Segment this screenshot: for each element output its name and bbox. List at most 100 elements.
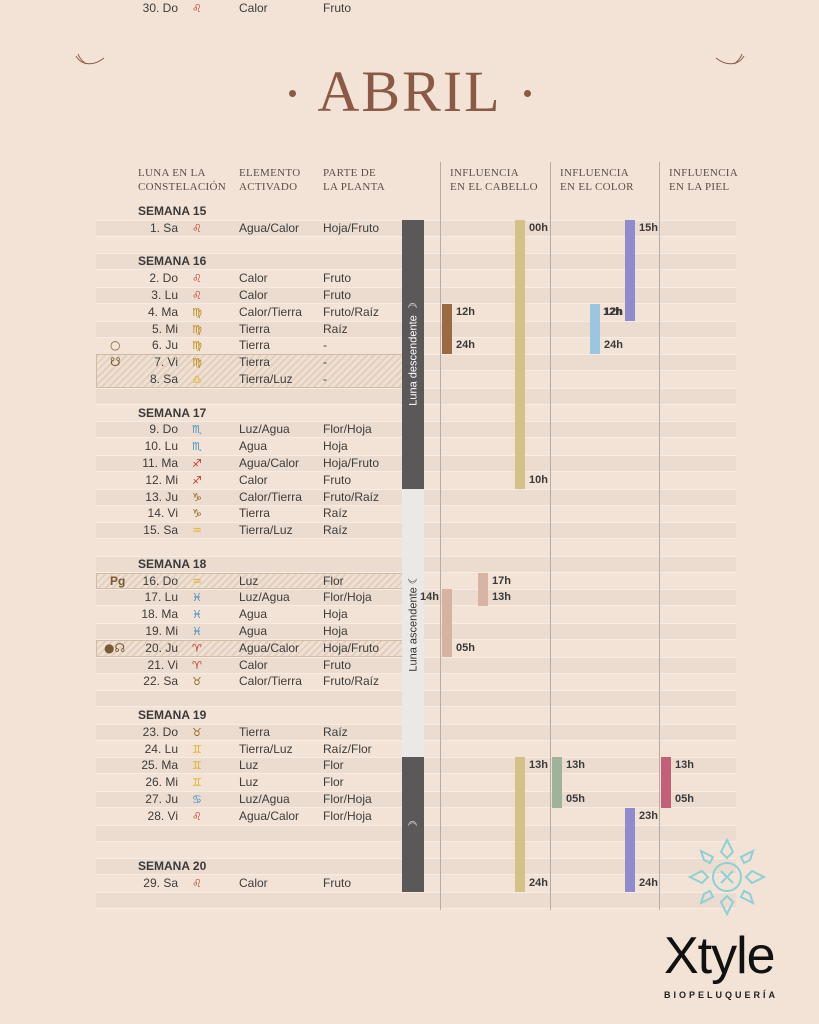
time-label-piel: 13h bbox=[675, 759, 694, 772]
plant-part-value: Fruto/Raíz bbox=[323, 674, 380, 689]
day-label: 7. Vi bbox=[154, 355, 178, 370]
day-label: 11. Ma bbox=[142, 456, 178, 470]
influence-bar-color bbox=[625, 807, 635, 892]
day-label: 26. Mi bbox=[145, 775, 178, 790]
week-label: SEMANA 19 bbox=[138, 708, 207, 722]
element-value: Tierra bbox=[239, 355, 270, 370]
day-label: 1. Sa bbox=[149, 220, 178, 235]
flourish-left-icon bbox=[75, 53, 105, 65]
element-value: Luz bbox=[239, 758, 259, 773]
plant-part-value: Flor/Hoja bbox=[323, 808, 372, 823]
header-elemento: Elemento activado bbox=[239, 167, 301, 193]
influence-bar-cabello bbox=[478, 572, 488, 607]
day-label: 29. Sa bbox=[143, 876, 178, 890]
zodiac-sign-icon: ♒ bbox=[192, 524, 202, 538]
influence-bar-color bbox=[625, 219, 635, 321]
element-value: Calor/Tierra bbox=[239, 489, 302, 504]
flourish-right-icon bbox=[715, 53, 745, 65]
day-label: 28. Vi bbox=[147, 808, 178, 823]
plant-part-value: Raíz bbox=[323, 523, 348, 538]
zodiac-sign-icon: ♊ bbox=[192, 776, 202, 790]
plant-part-value: Raíz/Flor bbox=[323, 741, 372, 756]
day-label: 24. Lu bbox=[144, 741, 178, 756]
day-label: 25. Ma bbox=[141, 758, 178, 773]
element-value: Calor bbox=[239, 288, 268, 302]
element-value: Agua/Calor bbox=[239, 456, 300, 470]
day-label: 15. Sa bbox=[143, 523, 178, 538]
plant-part-value: Flor/Hoja bbox=[323, 792, 372, 806]
zodiac-sign-icon: ♏ bbox=[192, 440, 202, 454]
element-value: Calor/Tierra bbox=[239, 674, 302, 689]
page-title: ABRIL bbox=[0, 58, 819, 125]
element-value: Tierra bbox=[239, 321, 270, 336]
day-label: 17. Lu bbox=[144, 590, 178, 605]
time-label-color: 12h bbox=[604, 305, 623, 318]
day-label: 19. Mi bbox=[145, 624, 178, 638]
title-dot-left bbox=[288, 90, 296, 98]
plant-part-value: Fruto bbox=[323, 876, 352, 890]
plant-part-value: - bbox=[323, 372, 327, 386]
element-value: Calor bbox=[239, 657, 268, 672]
plant-part-value: Fruto/Raíz bbox=[323, 489, 380, 504]
element-value: Agua bbox=[239, 624, 268, 638]
time-label-color: 15h bbox=[639, 221, 658, 234]
zodiac-sign-icon: ♓ bbox=[192, 608, 202, 622]
element-value: Tierra/Luz bbox=[239, 741, 293, 756]
plant-part-value: Hoja bbox=[323, 607, 348, 622]
element-value: Agua/Calor bbox=[239, 640, 300, 655]
column-divider-color bbox=[550, 162, 551, 910]
day-label: 4. Ma bbox=[147, 304, 178, 319]
influence-bar-color bbox=[552, 757, 562, 808]
title-text: ABRIL bbox=[317, 59, 502, 124]
element-value: Luz/Agua bbox=[239, 590, 290, 605]
plant-part-value: Hoja bbox=[323, 439, 348, 454]
new-moon-node-icon: ●☊ bbox=[104, 640, 126, 655]
zodiac-sign-icon: ♊ bbox=[192, 742, 202, 756]
day-label: 10. Lu bbox=[144, 439, 178, 454]
day-label: 22. Sa bbox=[143, 674, 178, 689]
plant-part-value: - bbox=[323, 355, 327, 370]
time-label-cabello: 24h bbox=[456, 339, 475, 352]
week-label: SEMANA 20 bbox=[138, 859, 207, 874]
zodiac-sign-icon: ♍ bbox=[192, 305, 202, 319]
zodiac-sign-icon: ♉ bbox=[192, 725, 202, 739]
zodiac-sign-icon: ♋ bbox=[192, 793, 202, 806]
zodiac-sign-icon: ♌ bbox=[192, 809, 202, 823]
plant-part-value: Fruto bbox=[323, 472, 352, 487]
time-label-piel: 05h bbox=[675, 792, 694, 805]
day-label: 27. Ju bbox=[145, 792, 178, 806]
element-value: Calor bbox=[239, 472, 268, 487]
zodiac-sign-icon: ♈ bbox=[192, 658, 202, 672]
day-label: 14. Vi bbox=[147, 506, 178, 521]
time-label-cabello: 12h bbox=[456, 305, 475, 318]
plant-part-value: Fruto bbox=[323, 271, 352, 286]
header-luna: Luna en la constelación bbox=[138, 167, 226, 193]
time-label-cabello: 13h bbox=[529, 759, 548, 772]
plant-part-value: Hoja/Fruto bbox=[323, 456, 380, 470]
plant-part-value: Hoja/Fruto bbox=[323, 220, 380, 235]
time-label-cabello: 24h bbox=[529, 876, 548, 889]
moon-descending-icon: ☽ bbox=[407, 819, 420, 830]
header-color: Influencia en el color bbox=[560, 167, 634, 193]
plant-part-value: Fruto bbox=[323, 288, 352, 302]
element-value: Tierra bbox=[239, 724, 270, 739]
header-piel: Influencia en la piel bbox=[669, 167, 738, 193]
element-value: Calor bbox=[239, 271, 268, 286]
element-value: Luz/Agua bbox=[239, 422, 290, 437]
element-value: Luz/Agua bbox=[239, 792, 290, 806]
time-label-color: 13h bbox=[566, 759, 585, 772]
full-moon-icon: ○ bbox=[110, 338, 121, 353]
day-label: 16. Do bbox=[142, 573, 178, 588]
zodiac-sign-icon: ♑ bbox=[192, 507, 202, 521]
floral-ornament-icon bbox=[687, 837, 767, 917]
zodiac-sign-icon: ♊ bbox=[192, 759, 202, 773]
plant-part-value: Flor bbox=[323, 758, 344, 773]
time-label-cabello: 00h bbox=[529, 221, 548, 234]
moon-descending-bar-2: ☽ bbox=[402, 757, 424, 892]
element-value: Tierra bbox=[239, 506, 270, 521]
zodiac-sign-icon: ♉ bbox=[192, 675, 202, 689]
plant-part-value: Fruto/Raíz bbox=[323, 304, 380, 319]
highlight-row bbox=[96, 354, 406, 388]
influence-bar-color bbox=[590, 303, 600, 355]
day-label: 20. Ju bbox=[145, 640, 178, 655]
